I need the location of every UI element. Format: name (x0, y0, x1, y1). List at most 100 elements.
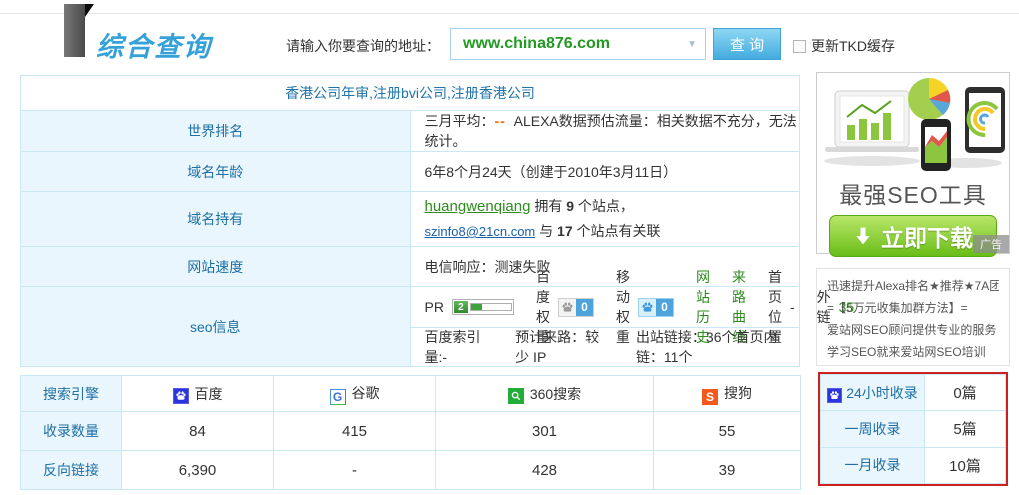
pr-value: 2 (453, 301, 468, 313)
index-count-baidu: 84 (121, 411, 274, 451)
index-count-google: 415 (273, 411, 436, 451)
site-speed-value: 电信响应：测速失败 (409, 246, 800, 287)
promo-link[interactable]: =【5万元收集加群方法】= (827, 301, 968, 315)
paw-icon (558, 298, 576, 316)
table-row-site-speed: 网站速度 电信响应：测速失败 (20, 246, 800, 287)
download-arrow-icon (856, 227, 870, 245)
ad-tag: 广告 (973, 235, 1009, 253)
promo-link[interactable]: 迅速提升Alexa排名★推荐★7A团队 (827, 279, 999, 293)
search-engines-table: 搜索引擎 百度 G 谷歌 360搜索 S 搜狗 收录数量 84 415 301 (20, 375, 801, 490)
backlinks-360: 428 (435, 450, 654, 490)
update-tkd-checkbox[interactable] (793, 39, 806, 53)
domain-holder-value: huangwenqiang 拥有 9 个站点， szinfo8@21cn.com… (409, 191, 800, 247)
related-prefix: 与 (539, 223, 554, 239)
estimated-visits-text: 预计来路：较少 IP (515, 329, 600, 365)
backlinks-sogou: 39 (653, 450, 801, 490)
promo-link[interactable]: 学习SEO就来爱站网SEO培训 (827, 345, 986, 359)
site-title-row: 香港公司年审,注册bvi公司,注册香港公司 (20, 75, 800, 111)
magnifier-icon (507, 387, 524, 404)
stat-month-label[interactable]: 一月收录 (820, 446, 925, 485)
query-address-label: 请输入你要查询的地址： (286, 38, 440, 54)
pagerank-badge[interactable]: 2 (451, 299, 514, 315)
devices-chart-illustration (824, 77, 1005, 171)
engines-header-label: 搜索引擎 (20, 375, 122, 412)
domain-holder-label: 域名持有 (20, 191, 411, 247)
seo-tool-ad[interactable]: 最强SEO工具 立即下载 广告 (816, 72, 1010, 257)
homepage-position-label: 首页位置 (767, 269, 782, 345)
outlink-label: 外链 (816, 289, 831, 325)
outlink-count[interactable]: 35 (838, 299, 855, 315)
stat-week-label[interactable]: 一周收录 (820, 410, 925, 448)
query-input[interactable] (451, 29, 705, 59)
pr-label: PR (424, 299, 444, 315)
engine-name-baidu[interactable]: 百度 (194, 385, 223, 402)
page-title: 综合查询 (96, 32, 212, 62)
owner-link[interactable]: huangwenqiang (424, 198, 531, 215)
seo-info-label: seo信息 (20, 286, 411, 367)
baidu-index-text: 百度索引量:- (424, 329, 481, 365)
paw-icon (638, 298, 656, 316)
seo-info-value: PR 2 百度权重 0 移动权重 (409, 269, 855, 367)
engine-baidu: 百度 (121, 375, 274, 412)
table-row-week-index: 一周收录 5篇 (820, 410, 1006, 448)
table-row-world-rank: 世界排名 三月平均：-- ALEXA数据预估流量：相关数据不充分，无法统计。 (20, 110, 800, 152)
download-button[interactable]: 立即下载 (829, 215, 997, 257)
ribbon-bookmark-icon (64, 4, 94, 57)
baidu-paw-icon (827, 387, 843, 403)
table-row-backlinks: 反向链接 6,390 - 428 39 (20, 450, 801, 490)
referer-curve-link[interactable]: 来路曲线 (731, 269, 746, 345)
search-button[interactable]: 查 询 (713, 28, 781, 60)
owned-sites-count: 9 (566, 198, 575, 214)
seo-line-2: 百度索引量:- 预计来路：较少 IP 出站链接：36个首页内链：11个 (410, 327, 799, 366)
site-title-link[interactable]: 香港公司年审,注册bvi公司,注册香港公司 (20, 75, 800, 111)
backlinks-label: 反向链接 (20, 450, 122, 490)
index-count-360: 301 (435, 411, 654, 451)
engines-header-row: 搜索引擎 百度 G 谷歌 360搜索 S 搜狗 (20, 375, 801, 412)
outbound-links-text: 出站链接：36个首页内链：11个 (635, 329, 778, 365)
alexa-traffic-text: ALEXA数据预估流量：相关数据不充分，无法统计。 (424, 113, 797, 149)
engine-360: 360搜索 (435, 375, 654, 412)
engine-name-sogou[interactable]: 搜狗 (724, 384, 752, 401)
site-history-link[interactable]: 网站历史 (695, 269, 710, 345)
mobile-weight-badge[interactable]: 0 (637, 297, 674, 317)
index-count-label: 收录数量 (20, 411, 122, 451)
promo-link[interactable]: 爱站网SEO顾问提供专业的服务 (827, 323, 997, 337)
baidu-index-stats-table: 24小时收录 0篇 一周收录 5篇 一月收录 10篇 (820, 373, 1006, 485)
table-row-index-count: 收录数量 84 415 301 55 (20, 411, 801, 451)
pr-progress-track (469, 303, 512, 311)
owns-suffix: 个站点， (577, 198, 634, 214)
stat-24h-label[interactable]: 24小时收录 (846, 384, 918, 401)
query-input-box: ▼ (450, 28, 706, 60)
backlinks-google: - (273, 450, 436, 490)
ad-title: 最强SEO工具 (839, 182, 987, 208)
stat-month-value: 10篇 (924, 446, 1006, 485)
world-rank-avg-prefix: 三月平均： (424, 113, 495, 129)
engine-name-google[interactable]: 谷歌 (351, 384, 380, 401)
site-speed-label: 网站速度 (20, 246, 411, 287)
mobile-weight-label: 移动权重 (615, 269, 630, 345)
email-link[interactable]: szinfo8@21cn.com (424, 224, 536, 239)
engine-name-360[interactable]: 360搜索 (529, 385, 582, 402)
homepage-position-value: - (789, 299, 795, 315)
baidu-paw-icon (172, 387, 189, 404)
world-rank-label: 世界排名 (20, 110, 411, 152)
seo-line-1: PR 2 百度权重 0 移动权重 (411, 269, 855, 345)
stat-24h-value: 0篇 (924, 373, 1006, 412)
sogou-s-icon: S (702, 388, 718, 405)
domain-age-value: 6年8个月24天（创建于2010年3月11日） (409, 151, 800, 192)
owns-prefix: 拥有 (534, 198, 563, 214)
site-info-table: 香港公司年审,注册bvi公司,注册香港公司 世界排名 三月平均：-- ALEXA… (20, 75, 855, 367)
baidu-index-stats-highlight: 24小时收录 0篇 一周收录 5篇 一月收录 10篇 (818, 372, 1008, 486)
chevron-down-icon[interactable]: ▼ (687, 39, 697, 50)
google-g-icon: G (329, 388, 346, 405)
world-rank-dashes: -- (494, 113, 506, 129)
header-divider (0, 13, 1019, 14)
related-sites-count: 17 (557, 223, 573, 239)
tkd-cache-option: 更新TKD缓存 (793, 36, 895, 56)
engine-google: G 谷歌 (273, 375, 436, 412)
baidu-weight-badge[interactable]: 0 (557, 297, 594, 317)
table-row-domain-holder: 域名持有 huangwenqiang 拥有 9 个站点， szinfo8@21c… (20, 191, 800, 247)
mobile-weight-value: 0 (655, 298, 673, 316)
domain-age-label: 域名年龄 (20, 151, 411, 192)
stat-24h-label-cell: 24小时收录 (820, 373, 925, 412)
